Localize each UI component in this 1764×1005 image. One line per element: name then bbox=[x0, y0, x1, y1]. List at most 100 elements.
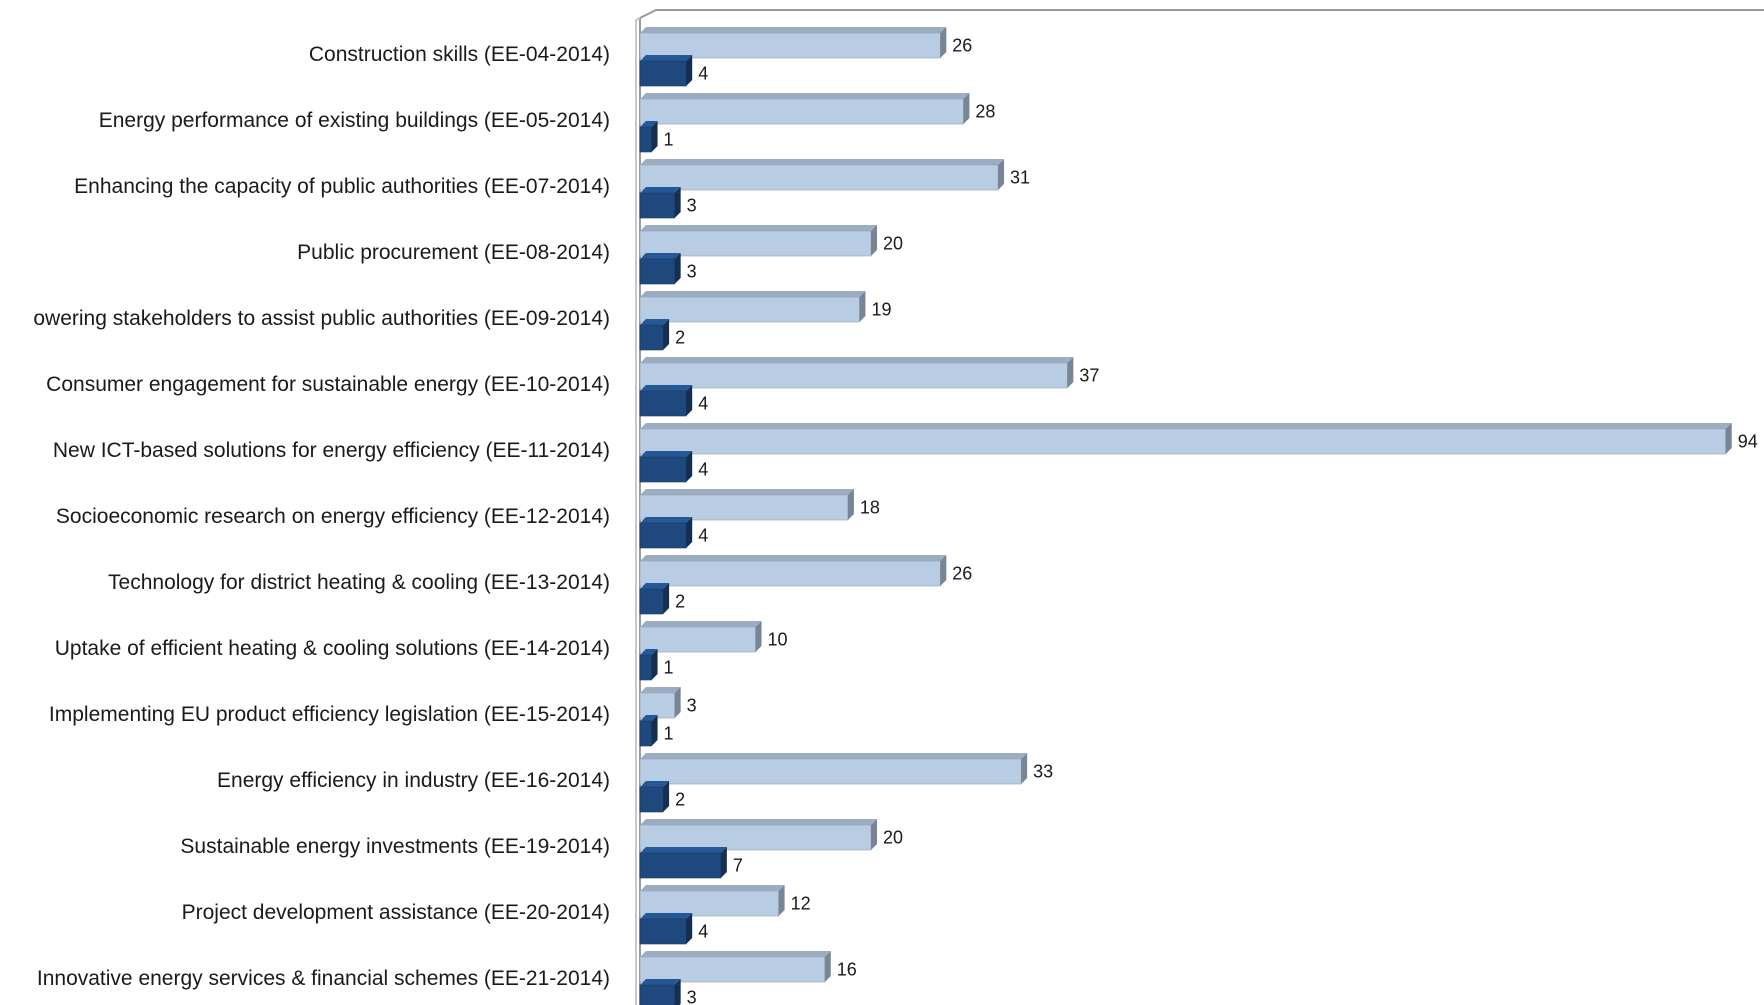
bar-side-face bbox=[940, 555, 947, 586]
bar-top-face bbox=[640, 885, 785, 891]
bar bbox=[639, 786, 664, 813]
data-label: 2 bbox=[675, 789, 685, 809]
bar-side-face bbox=[686, 55, 693, 86]
bar-top-face bbox=[640, 187, 681, 193]
bar bbox=[639, 758, 1022, 785]
bar-side-face bbox=[686, 451, 693, 482]
data-label: 16 bbox=[837, 959, 857, 979]
bar bbox=[639, 692, 675, 719]
data-label: 1 bbox=[664, 657, 674, 677]
bar-top-face bbox=[640, 291, 866, 297]
bar-top-face bbox=[640, 225, 877, 231]
bar-side-face bbox=[824, 951, 831, 982]
bar-side-face bbox=[847, 489, 854, 520]
bar-top-face bbox=[640, 819, 877, 825]
bar-top-face bbox=[640, 621, 762, 627]
bar bbox=[639, 956, 826, 983]
category-label: Technology for district heating & coolin… bbox=[108, 571, 610, 594]
bar-side-face bbox=[940, 27, 947, 58]
bar bbox=[639, 456, 687, 483]
category-label: Public procurement (EE-08-2014) bbox=[297, 241, 610, 264]
bar-top-face bbox=[640, 55, 693, 61]
data-label: 19 bbox=[871, 299, 891, 319]
bar-top-face bbox=[640, 385, 693, 391]
bar bbox=[639, 428, 1726, 455]
bar-side-face bbox=[755, 621, 762, 652]
data-label: 26 bbox=[952, 35, 972, 55]
category-label: Innovative energy services & financial s… bbox=[37, 967, 610, 990]
bar bbox=[639, 192, 675, 219]
category-labels: Construction skills (EE-04-2014) 26 4 Energ… bbox=[33, 35, 1757, 1005]
bar-top-face bbox=[640, 253, 681, 259]
category-label: Uptake of efficient heating & cooling so… bbox=[55, 637, 610, 660]
data-label: 4 bbox=[698, 921, 708, 941]
bar-top-face bbox=[640, 319, 670, 325]
data-label: 3 bbox=[687, 261, 697, 281]
bar bbox=[639, 626, 756, 653]
bar-side-face bbox=[686, 385, 693, 416]
bar-top-face bbox=[640, 583, 670, 589]
bar-side-face bbox=[871, 225, 877, 256]
bar-top-face bbox=[640, 423, 1732, 429]
data-label: 3 bbox=[687, 987, 697, 1005]
bar-top-face bbox=[640, 715, 658, 721]
category-label: Project development assistance (EE-20-20… bbox=[182, 901, 610, 924]
bar-side-face bbox=[651, 121, 658, 152]
data-label: 26 bbox=[952, 563, 972, 583]
category-label: Energy efficiency in industry (EE-16-201… bbox=[217, 769, 610, 792]
bar-top-face bbox=[640, 753, 1028, 759]
category-label: Implementing EU product efficiency legis… bbox=[49, 703, 610, 726]
bar-side-face bbox=[686, 913, 693, 944]
bar bbox=[639, 560, 941, 587]
data-label: 37 bbox=[1079, 365, 1099, 385]
bar-side-face bbox=[651, 715, 658, 746]
bar-top-face bbox=[640, 979, 681, 985]
bar bbox=[639, 390, 687, 417]
bar-top-face bbox=[640, 27, 947, 33]
bar-side-face bbox=[674, 979, 681, 1005]
bar-top-face bbox=[640, 489, 854, 495]
bar bbox=[639, 720, 652, 747]
bar-side-face bbox=[663, 583, 670, 614]
bar bbox=[639, 890, 779, 917]
bar bbox=[639, 32, 941, 59]
bar bbox=[639, 852, 722, 879]
bar-side-face bbox=[778, 885, 785, 916]
bar-top-face bbox=[640, 93, 970, 99]
bar-side-face bbox=[663, 781, 670, 812]
data-label: 4 bbox=[698, 393, 708, 413]
bar-top-face bbox=[640, 555, 947, 561]
data-label: 3 bbox=[687, 195, 697, 215]
data-label: 31 bbox=[1010, 167, 1030, 187]
bar bbox=[639, 98, 964, 125]
bar bbox=[639, 362, 1068, 389]
bar-top-face bbox=[640, 847, 727, 853]
bar bbox=[639, 824, 872, 851]
bar-side-face bbox=[674, 253, 681, 284]
data-label: 12 bbox=[791, 893, 811, 913]
bar-side-face bbox=[651, 649, 658, 680]
bar bbox=[639, 494, 849, 521]
bar-side-face bbox=[871, 819, 877, 850]
data-label: 7 bbox=[733, 855, 743, 875]
bar-side-face bbox=[674, 187, 681, 218]
bars-group bbox=[639, 27, 1732, 1005]
bar bbox=[639, 918, 687, 945]
data-label: 3 bbox=[687, 695, 697, 715]
bar-top-face bbox=[640, 781, 670, 787]
bar-top-face bbox=[640, 687, 681, 693]
bar-top-face bbox=[640, 121, 658, 127]
data-label: 2 bbox=[675, 327, 685, 347]
bar-top-face bbox=[640, 951, 831, 957]
category-label: New ICT-based solutions for energy effic… bbox=[53, 439, 610, 462]
data-label: 2 bbox=[675, 591, 685, 611]
data-label: 20 bbox=[883, 233, 903, 253]
bar bbox=[639, 324, 664, 351]
bar-top-face bbox=[640, 357, 1074, 363]
bar-top-face bbox=[640, 451, 693, 457]
bar-top-face bbox=[640, 913, 693, 919]
chart-wall-depth bbox=[635, 17, 641, 1005]
data-label: 33 bbox=[1033, 761, 1053, 781]
bar bbox=[639, 296, 860, 323]
category-label: Consumer engagement for sustainable ener… bbox=[46, 373, 610, 396]
